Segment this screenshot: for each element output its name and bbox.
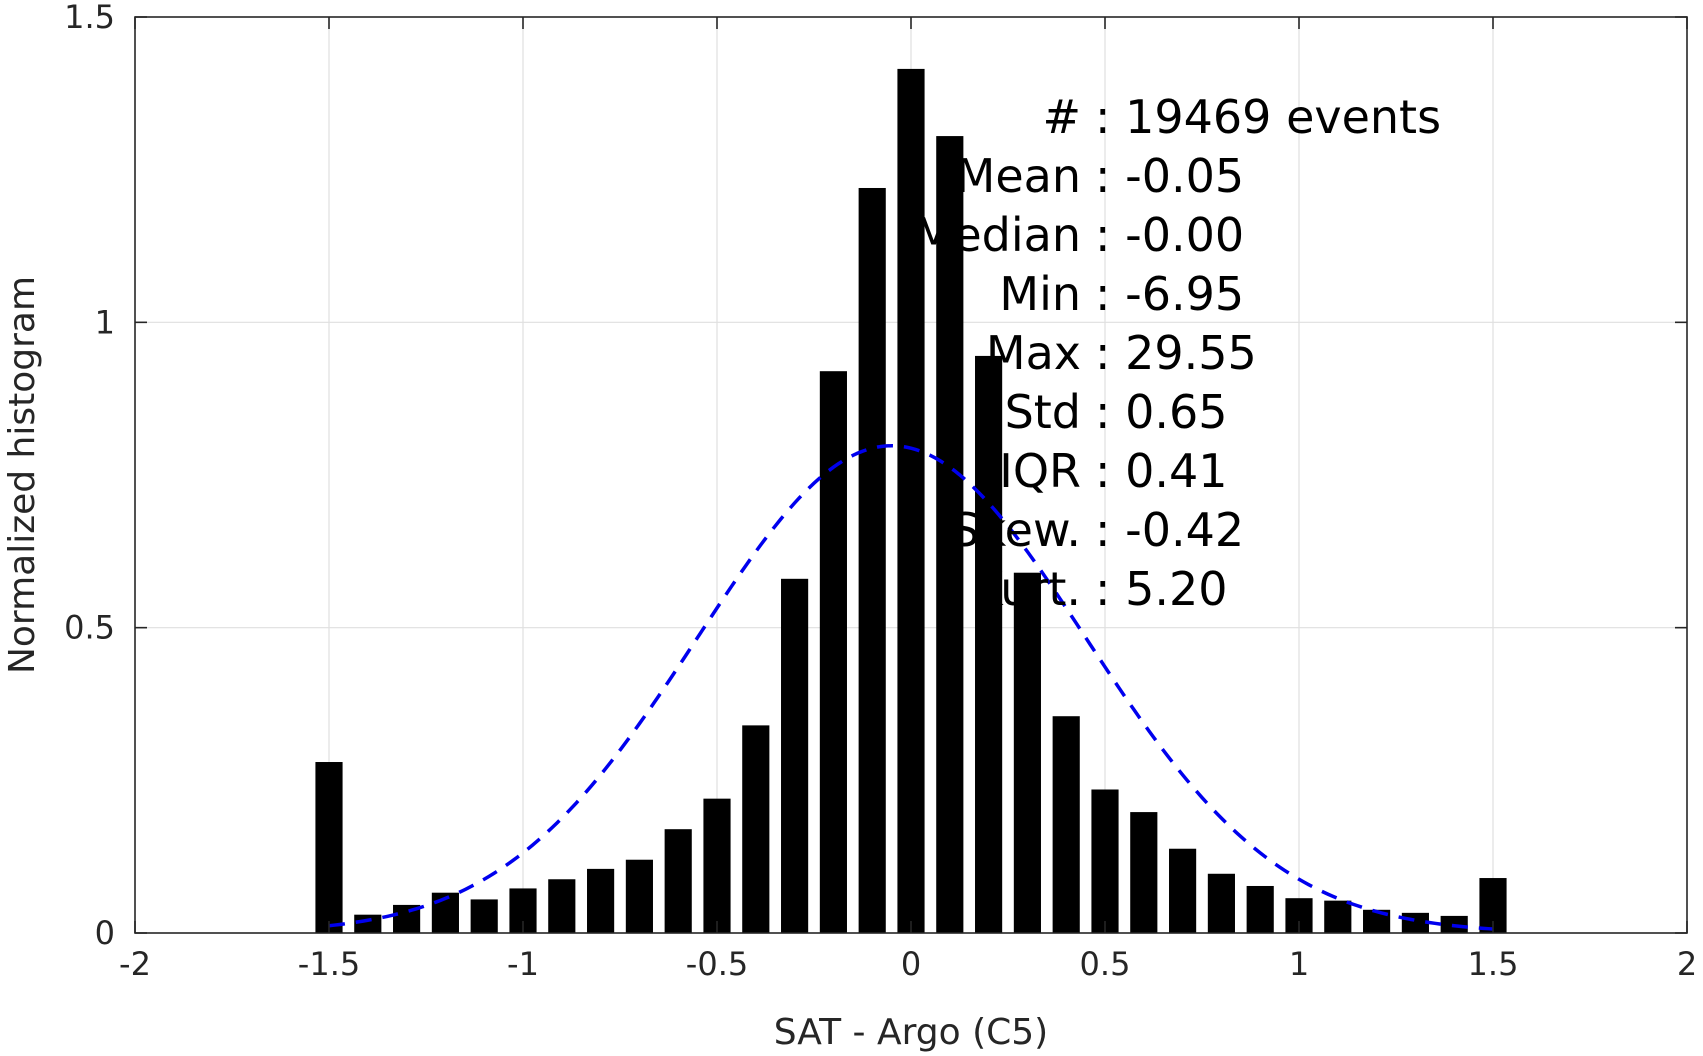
histogram-bar xyxy=(470,899,498,933)
stat-line: IQR: 0.41 xyxy=(999,444,1227,498)
stat-line: Skew.: -0.42 xyxy=(950,503,1244,557)
axis-ticks xyxy=(134,16,1688,934)
y-tick-labels: 0 0.5 1 1.5 xyxy=(64,0,115,952)
y-tick-label: 1.5 xyxy=(64,0,115,36)
x-tick-label: -1 xyxy=(507,945,539,983)
y-axis-title: Normalized histogram xyxy=(2,276,43,674)
histogram-bar xyxy=(1130,812,1158,933)
histogram-bar xyxy=(1324,900,1352,933)
histogram-bar xyxy=(703,798,731,933)
histogram-bar xyxy=(548,879,576,933)
stat-line: Mean: -0.05 xyxy=(956,149,1244,203)
histogram-bar xyxy=(1091,789,1119,933)
stat-line: Min: -6.95 xyxy=(999,267,1244,321)
histogram-bar xyxy=(1052,716,1080,933)
normal-fit-curve xyxy=(328,444,1494,931)
histogram-bar xyxy=(858,187,886,933)
histogram-bar xyxy=(975,355,1003,933)
y-tick-label: 0.5 xyxy=(64,609,115,647)
x-tick-label: -1.5 xyxy=(298,945,360,983)
histogram-bar xyxy=(315,762,343,933)
stat-line: Median: -0.00 xyxy=(914,208,1244,262)
x-axis-title: SAT - Argo (C5) xyxy=(774,1012,1048,1053)
histogram-bar xyxy=(625,859,653,933)
histogram-bar xyxy=(936,136,964,933)
stat-line: Std: 0.65 xyxy=(1005,385,1228,439)
x-tick-label: 1.5 xyxy=(1468,945,1519,983)
histogram-bar xyxy=(1169,848,1197,933)
y-tick-label: 0 xyxy=(95,914,115,952)
x-tick-label: -0.5 xyxy=(686,945,748,983)
histogram-bar xyxy=(781,578,809,933)
histogram-bar xyxy=(354,914,382,933)
x-tick-label: 2 xyxy=(1677,945,1697,983)
histogram-bar xyxy=(819,371,847,934)
histogram-bar xyxy=(1207,873,1235,933)
x-tick-label: 1 xyxy=(1289,945,1309,983)
stat-line: Kurt.: 5.20 xyxy=(972,562,1227,616)
histogram-bar xyxy=(1401,912,1429,933)
histogram-bar xyxy=(1013,572,1041,933)
stat-line: #: 19469 events xyxy=(1042,90,1441,144)
x-tick-labels: -2 -1.5 -1 -0.5 0 0.5 1 1.5 2 xyxy=(119,945,1697,983)
histogram-bars xyxy=(315,68,1507,934)
histogram-bar xyxy=(897,68,925,933)
histogram-bar xyxy=(1363,909,1391,933)
stat-line: Max: 29.55 xyxy=(986,326,1257,380)
histogram-bar xyxy=(664,829,692,933)
x-tick-label: -2 xyxy=(119,945,151,983)
histogram-bar xyxy=(587,868,615,933)
histogram-bar xyxy=(1246,885,1274,933)
y-tick-label: 1 xyxy=(95,303,115,341)
x-tick-label: 0 xyxy=(901,945,921,983)
histogram-bar xyxy=(742,725,770,933)
x-tick-label: 0.5 xyxy=(1080,945,1131,983)
